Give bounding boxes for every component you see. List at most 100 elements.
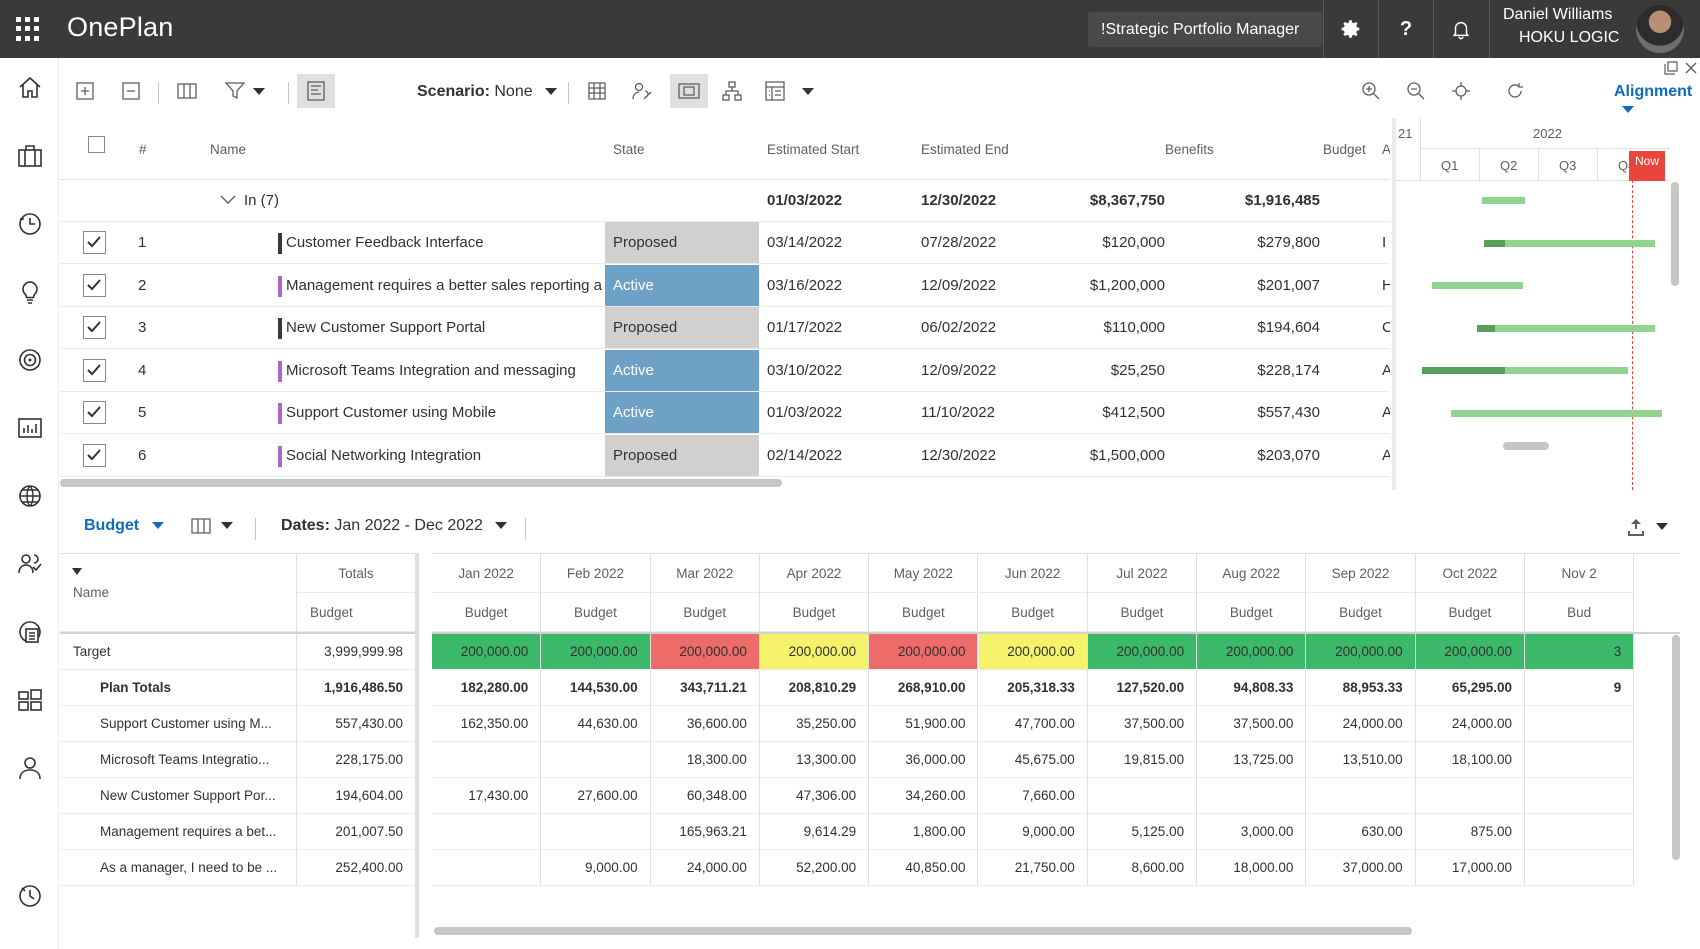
month-subheader-budget[interactable]: Budget bbox=[1087, 593, 1198, 632]
month-subheader-budget[interactable]: Budget bbox=[1197, 593, 1307, 632]
budget-cell[interactable]: 37,500.00 bbox=[1197, 706, 1307, 742]
reports-icon[interactable] bbox=[14, 412, 46, 444]
budget-cell[interactable]: 13,300.00 bbox=[759, 742, 870, 778]
budget-cell[interactable]: 9,000.00 bbox=[978, 814, 1088, 850]
budget-cell[interactable]: 47,700.00 bbox=[978, 706, 1088, 742]
budget-cell[interactable]: 45,675.00 bbox=[978, 742, 1088, 778]
budget-cell[interactable] bbox=[432, 742, 542, 778]
budget-cell[interactable] bbox=[1525, 742, 1635, 778]
export-button[interactable] bbox=[1626, 517, 1668, 540]
table-row[interactable]: 1 Customer Feedback Interface Proposed 03/1… bbox=[60, 222, 1390, 264]
budget-cell[interactable] bbox=[1525, 706, 1635, 742]
budget-horizontal-scrollbar[interactable] bbox=[434, 927, 1412, 935]
state-cell[interactable]: Active bbox=[605, 264, 759, 306]
month-subheader-budget[interactable]: Bud bbox=[1525, 593, 1635, 632]
timesheet-icon[interactable] bbox=[14, 208, 46, 240]
month-header[interactable]: May 2022 bbox=[869, 554, 979, 593]
budget-cell[interactable]: 18,300.00 bbox=[650, 742, 760, 778]
budget-cell[interactable]: 18,100.00 bbox=[1415, 742, 1525, 778]
capacity-icon[interactable] bbox=[14, 616, 46, 648]
row-checkbox[interactable] bbox=[83, 401, 106, 424]
budget-cell[interactable] bbox=[432, 850, 542, 886]
budget-cell[interactable] bbox=[1525, 814, 1635, 850]
project-name[interactable]: Management requires a better sales repor… bbox=[286, 276, 603, 294]
budget-view-dropdown[interactable]: Budget bbox=[84, 517, 164, 535]
hierarchy-icon[interactable] bbox=[715, 74, 749, 108]
budget-cell[interactable]: 34,260.00 bbox=[869, 778, 979, 814]
budget-cell[interactable] bbox=[541, 814, 651, 850]
popout-icon[interactable] bbox=[1664, 61, 1678, 78]
budget-cell[interactable]: 7,660.00 bbox=[978, 778, 1088, 814]
plan-totals-label[interactable]: Plan Totals bbox=[60, 670, 297, 706]
budget-cell[interactable]: 144,530.00 bbox=[541, 670, 651, 706]
budget-cell[interactable] bbox=[1415, 778, 1525, 814]
month-header[interactable]: Jan 2022 bbox=[432, 554, 542, 593]
budget-cell[interactable]: 24,000.00 bbox=[1306, 706, 1416, 742]
budget-cell[interactable]: 875.00 bbox=[1415, 814, 1525, 850]
project-name[interactable]: New Customer Support Portal bbox=[286, 319, 486, 336]
budget-cell[interactable]: 52,200.00 bbox=[759, 850, 870, 886]
help-button[interactable]: ? bbox=[1378, 0, 1433, 58]
project-name[interactable]: Microsoft Teams Integration and messagin… bbox=[286, 361, 576, 379]
month-subheader-budget[interactable]: Budget bbox=[869, 593, 979, 632]
board-icon[interactable] bbox=[760, 74, 790, 108]
budget-cell[interactable]: 205,318.33 bbox=[978, 670, 1088, 706]
refresh-icon[interactable] bbox=[1500, 74, 1530, 108]
budget-cell[interactable]: 37,500.00 bbox=[1087, 706, 1198, 742]
budget-cell[interactable]: 51,900.00 bbox=[869, 706, 979, 742]
budget-cell[interactable]: 44,630.00 bbox=[541, 706, 651, 742]
collapse-all-icon[interactable] bbox=[116, 74, 146, 108]
budget-cell[interactable] bbox=[1306, 778, 1416, 814]
budget-cell[interactable]: 630.00 bbox=[1306, 814, 1416, 850]
row-checkbox[interactable] bbox=[83, 316, 106, 339]
budget-cell[interactable]: 36,000.00 bbox=[869, 742, 979, 778]
column-header-name[interactable]: Name bbox=[60, 554, 297, 632]
table-row[interactable]: 4 Microsoft Teams Integration and messagi… bbox=[60, 349, 1390, 392]
columns-icon[interactable] bbox=[172, 74, 202, 108]
dates-dropdown[interactable]: Dates: Jan 2022 - Dec 2022 bbox=[281, 517, 508, 535]
budget-cell[interactable]: 268,910.00 bbox=[869, 670, 979, 706]
resources-icon[interactable] bbox=[14, 548, 46, 580]
budget-cell[interactable]: 21,750.00 bbox=[978, 850, 1088, 886]
more-views-dropdown[interactable] bbox=[798, 74, 818, 108]
budget-cell[interactable]: 9 bbox=[1525, 670, 1635, 706]
table-row[interactable]: 6 Social Networking Integration Proposed 02… bbox=[60, 434, 1390, 477]
month-header[interactable]: Jul 2022 bbox=[1087, 554, 1198, 593]
collapse-caret-icon[interactable] bbox=[72, 568, 82, 575]
budget-row-label[interactable]: Microsoft Teams Integratio... bbox=[60, 742, 297, 778]
workspace-icon[interactable] bbox=[14, 684, 46, 716]
card-view-icon[interactable] bbox=[670, 74, 708, 108]
month-header[interactable]: Aug 2022 bbox=[1197, 554, 1307, 593]
budget-cell[interactable]: 343,711.21 bbox=[650, 670, 760, 706]
budget-cell[interactable]: 127,520.00 bbox=[1087, 670, 1198, 706]
budget-cell[interactable]: 200,000.00 bbox=[759, 634, 870, 670]
month-header[interactable]: Apr 2022 bbox=[759, 554, 870, 593]
column-header-start[interactable]: Estimated Start bbox=[767, 142, 860, 157]
budget-cell[interactable]: 13,725.00 bbox=[1197, 742, 1307, 778]
budget-cell[interactable]: 165,963.21 bbox=[650, 814, 760, 850]
state-cell[interactable]: Active bbox=[605, 392, 759, 433]
budget-cell[interactable]: 5,125.00 bbox=[1087, 814, 1198, 850]
close-icon[interactable] bbox=[1684, 61, 1698, 78]
budget-cell[interactable]: 18,000.00 bbox=[1197, 850, 1307, 886]
state-cell[interactable]: Active bbox=[605, 349, 759, 391]
budget-cell[interactable]: 208,810.29 bbox=[759, 670, 870, 706]
month-header[interactable]: Mar 2022 bbox=[650, 554, 760, 593]
budget-cell[interactable]: 65,295.00 bbox=[1415, 670, 1525, 706]
grid-view-icon[interactable] bbox=[297, 74, 335, 108]
global-icon[interactable] bbox=[14, 480, 46, 512]
filter-button[interactable] bbox=[220, 74, 270, 108]
budget-cell[interactable]: 47,306.00 bbox=[759, 778, 870, 814]
budget-cell[interactable] bbox=[1525, 778, 1635, 814]
history-icon[interactable] bbox=[14, 880, 46, 912]
columns-dropdown[interactable] bbox=[191, 518, 233, 537]
table-row[interactable]: 5 Support Customer using Mobile Active 01/0… bbox=[60, 392, 1390, 434]
avatar[interactable] bbox=[1636, 5, 1684, 53]
project-name[interactable]: Support Customer using Mobile bbox=[286, 404, 497, 421]
budget-cell[interactable] bbox=[432, 814, 542, 850]
column-header-alignment[interactable]: A bbox=[1382, 142, 1390, 157]
budget-cell[interactable]: 3,000.00 bbox=[1197, 814, 1307, 850]
column-subheader-budget[interactable]: Budget bbox=[297, 593, 415, 632]
table-row[interactable]: 3 New Customer Support Portal Proposed 01/1… bbox=[60, 307, 1390, 349]
project-name[interactable]: Social Networking Integration bbox=[286, 446, 482, 464]
